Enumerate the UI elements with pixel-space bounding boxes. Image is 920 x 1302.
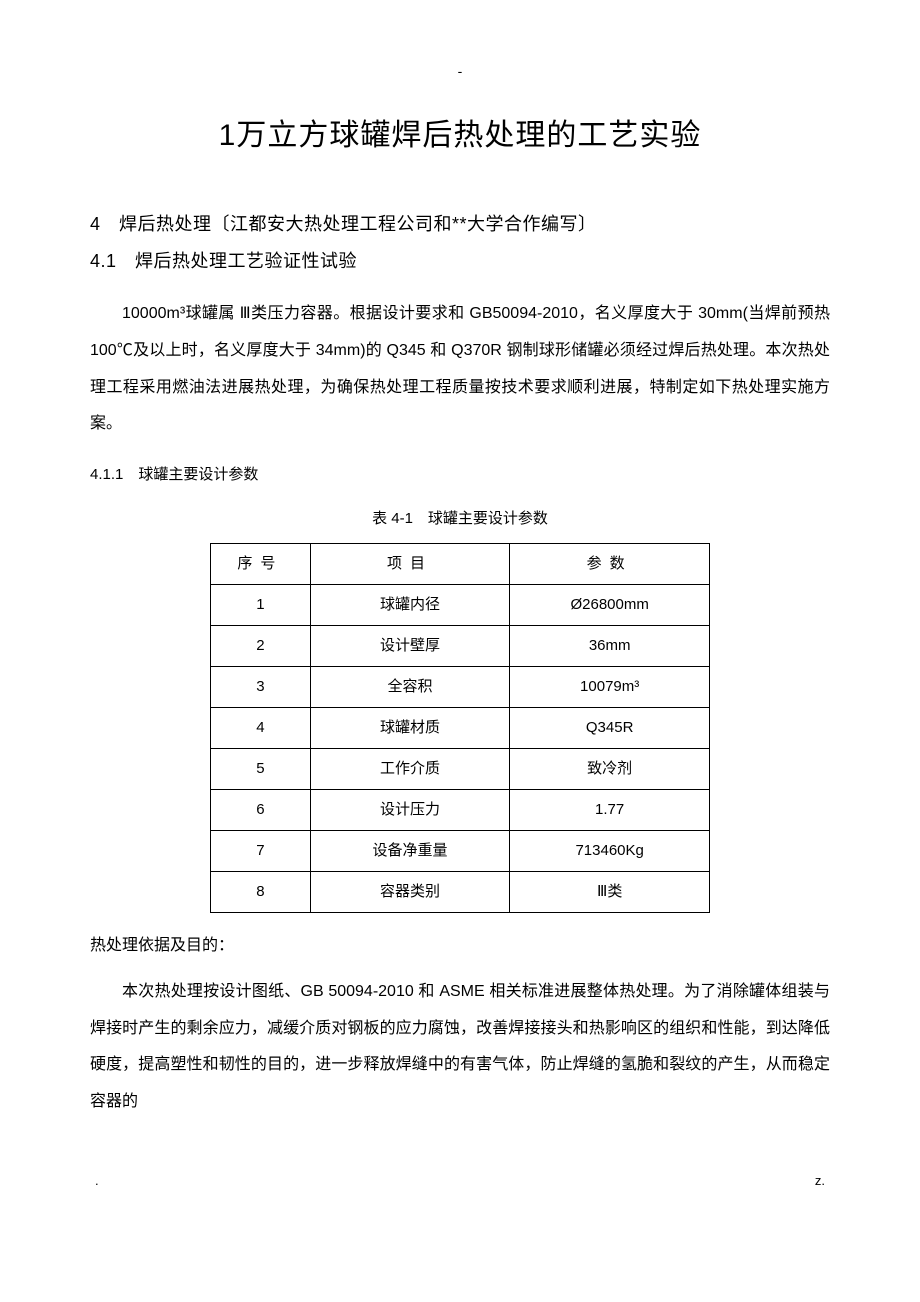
footer-right: z. <box>815 1171 825 1192</box>
cell-no: 2 <box>211 626 311 667</box>
table-row: 3 全容积 10079m³ <box>211 667 710 708</box>
page-footer: . z. <box>90 1171 830 1192</box>
cell-item: 设备净重量 <box>310 831 510 872</box>
cell-no: 5 <box>211 749 311 790</box>
cell-item: 球罐内径 <box>310 585 510 626</box>
cell-item: 球罐材质 <box>310 708 510 749</box>
intro-paragraph: 10000m³球罐属 Ⅲ类压力容器。根据设计要求和 GB50094-2010，名… <box>90 296 830 443</box>
document-title: 1万立方球罐焊后热处理的工艺实验 <box>90 112 830 160</box>
table-row: 8 容器类别 Ⅲ类 <box>211 872 710 913</box>
table-row: 1 球罐内径 Ø26800mm <box>211 585 710 626</box>
section-4-heading: 4 焊后热处理〔江都安大热处理工程公司和**大学合作编写〕 <box>90 210 830 239</box>
cell-value: Ø26800mm <box>510 585 710 626</box>
table-header-no: 序号 <box>211 544 311 585</box>
cell-value: Q345R <box>510 708 710 749</box>
cell-no: 6 <box>211 790 311 831</box>
cell-value: 1.77 <box>510 790 710 831</box>
table-header-row: 序号 项目 参数 <box>211 544 710 585</box>
footer-left: . <box>95 1171 99 1192</box>
table-row: 5 工作介质 致冷剂 <box>211 749 710 790</box>
cell-item: 设计壁厚 <box>310 626 510 667</box>
cell-no: 4 <box>211 708 311 749</box>
cell-no: 8 <box>211 872 311 913</box>
cell-item: 工作介质 <box>310 749 510 790</box>
table-caption: 表 4-1 球罐主要设计参数 <box>90 507 830 531</box>
table-row: 2 设计壁厚 36mm <box>211 626 710 667</box>
table-row: 7 设备净重量 713460Kg <box>211 831 710 872</box>
cell-item: 设计压力 <box>310 790 510 831</box>
section-4-1-1-heading: 4.1.1 球罐主要设计参数 <box>90 463 830 487</box>
cell-item: 容器类别 <box>310 872 510 913</box>
header-marker: - <box>90 60 830 82</box>
cell-value: 713460Kg <box>510 831 710 872</box>
table-row: 6 设计压力 1.77 <box>211 790 710 831</box>
table-row: 4 球罐材质 Q345R <box>211 708 710 749</box>
cell-no: 3 <box>211 667 311 708</box>
cell-value: Ⅲ类 <box>510 872 710 913</box>
design-params-table: 序号 项目 参数 1 球罐内径 Ø26800mm 2 设计壁厚 36mm 3 全… <box>210 543 710 913</box>
table-header-item: 项目 <box>310 544 510 585</box>
cell-no: 7 <box>211 831 311 872</box>
cell-value: 10079m³ <box>510 667 710 708</box>
table-header-value: 参数 <box>510 544 710 585</box>
cell-value: 致冷剂 <box>510 749 710 790</box>
cell-no: 1 <box>211 585 311 626</box>
cell-value: 36mm <box>510 626 710 667</box>
basis-paragraph: 本次热处理按设计图纸、GB 50094-2010 和 ASME 相关标准进展整体… <box>90 974 830 1121</box>
cell-item: 全容积 <box>310 667 510 708</box>
basis-label: 热处理依据及目的： <box>90 933 830 959</box>
section-4-1-heading: 4.1 焊后热处理工艺验证性试验 <box>90 247 830 276</box>
